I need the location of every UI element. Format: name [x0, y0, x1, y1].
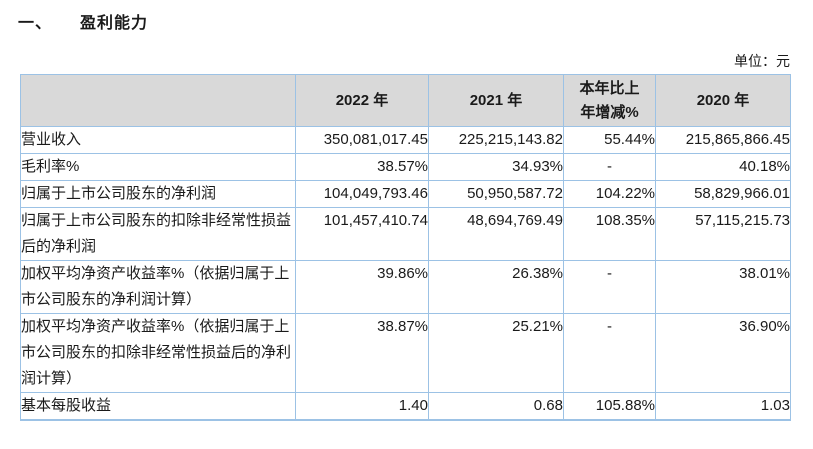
value-cell: 105.88%	[563, 392, 656, 421]
section-title: 盈利能力	[80, 15, 149, 32]
column-header: 2021 年	[428, 74, 564, 127]
value-cell: 55.44%	[563, 126, 656, 154]
row-label-cell: 加权平均净资产收益率%（依据归属于上市公司股东的净利润计算）	[20, 260, 296, 314]
financial-table: 2022 年 2021 年本年比上年增减% 2020 年 营业收入 350,081,0…	[20, 74, 791, 421]
value-cell: 48,694,769.49	[428, 207, 564, 261]
value-cell: 39.86%	[295, 260, 429, 314]
table-row: 基本每股收益 1.40 0.68 105.88% 1.03	[20, 392, 791, 421]
value-cell: 58,829,966.01	[655, 180, 791, 208]
value-cell: 1.03	[655, 392, 791, 421]
value-cell: 104.22%	[563, 180, 656, 208]
row-label-cell: 营业收入	[20, 126, 296, 154]
value-cell: 25.21%	[428, 313, 564, 393]
page-title: 一、 盈利能力	[18, 13, 813, 35]
value-cell: 101,457,410.74	[295, 207, 429, 261]
value-cell: 26.38%	[428, 260, 564, 314]
value-cell: 38.01%	[655, 260, 791, 314]
value-cell: 0.68	[428, 392, 564, 421]
value-cell: 38.57%	[295, 153, 429, 181]
value-cell: 38.87%	[295, 313, 429, 393]
column-header: 2020 年	[655, 74, 791, 127]
row-label-cell: 基本每股收益	[20, 392, 296, 421]
value-cell: 225,215,143.82	[428, 126, 564, 154]
value-cell: 50,950,587.72	[428, 180, 564, 208]
value-cell: 1.40	[295, 392, 429, 421]
row-label-cell: 加权平均净资产收益率%（依据归属于上市公司股东的扣除非经常性损益后的净利润计算）	[20, 313, 296, 393]
section-number: 一、	[18, 15, 53, 32]
table-row: 加权平均净资产收益率%（依据归属于上市公司股东的扣除非经常性损益后的净利润计算）…	[20, 313, 791, 393]
value-cell: 350,081,017.45	[295, 126, 429, 154]
table-row: 加权平均净资产收益率%（依据归属于上市公司股东的净利润计算） 39.86% 26.3…	[20, 260, 791, 314]
value-cell: 34.93%	[428, 153, 564, 181]
column-header: 2022 年	[295, 74, 429, 127]
row-label-cell: 归属于上市公司股东的净利润	[20, 180, 296, 208]
table-row: 归属于上市公司股东的净利润 104,049,793.46 50,950,587.72…	[20, 180, 791, 208]
table-row: 毛利率% 38.57% 34.93% -40.18%	[20, 153, 791, 181]
value-cell: 104,049,793.46	[295, 180, 429, 208]
column-header	[20, 74, 296, 127]
row-label-cell: 毛利率%	[20, 153, 296, 181]
value-cell: 36.90%	[655, 313, 791, 393]
table-row: 营业收入 350,081,017.45 225,215,143.82 55.44% 21…	[20, 126, 791, 154]
value-cell: -	[563, 313, 656, 393]
value-cell: 40.18%	[655, 153, 791, 181]
table-row: 归属于上市公司股东的扣除非经常性损益后的净利润 101,457,410.74 48,…	[20, 207, 791, 261]
unit-label: 单位：元	[734, 53, 790, 69]
column-header: 本年比上年增减%	[563, 74, 656, 127]
value-cell: 215,865,866.45	[655, 126, 791, 154]
value-cell: -	[563, 260, 656, 314]
value-cell: 57,115,215.73	[655, 207, 791, 261]
value-cell: -	[563, 153, 656, 181]
table-header-row: 2022 年 2021 年本年比上年增减% 2020 年	[20, 74, 791, 127]
row-label-cell: 归属于上市公司股东的扣除非经常性损益后的净利润	[20, 207, 296, 261]
value-cell: 108.35%	[563, 207, 656, 261]
table-body: 营业收入 350,081,017.45 225,215,143.82 55.44% 21…	[20, 126, 791, 421]
